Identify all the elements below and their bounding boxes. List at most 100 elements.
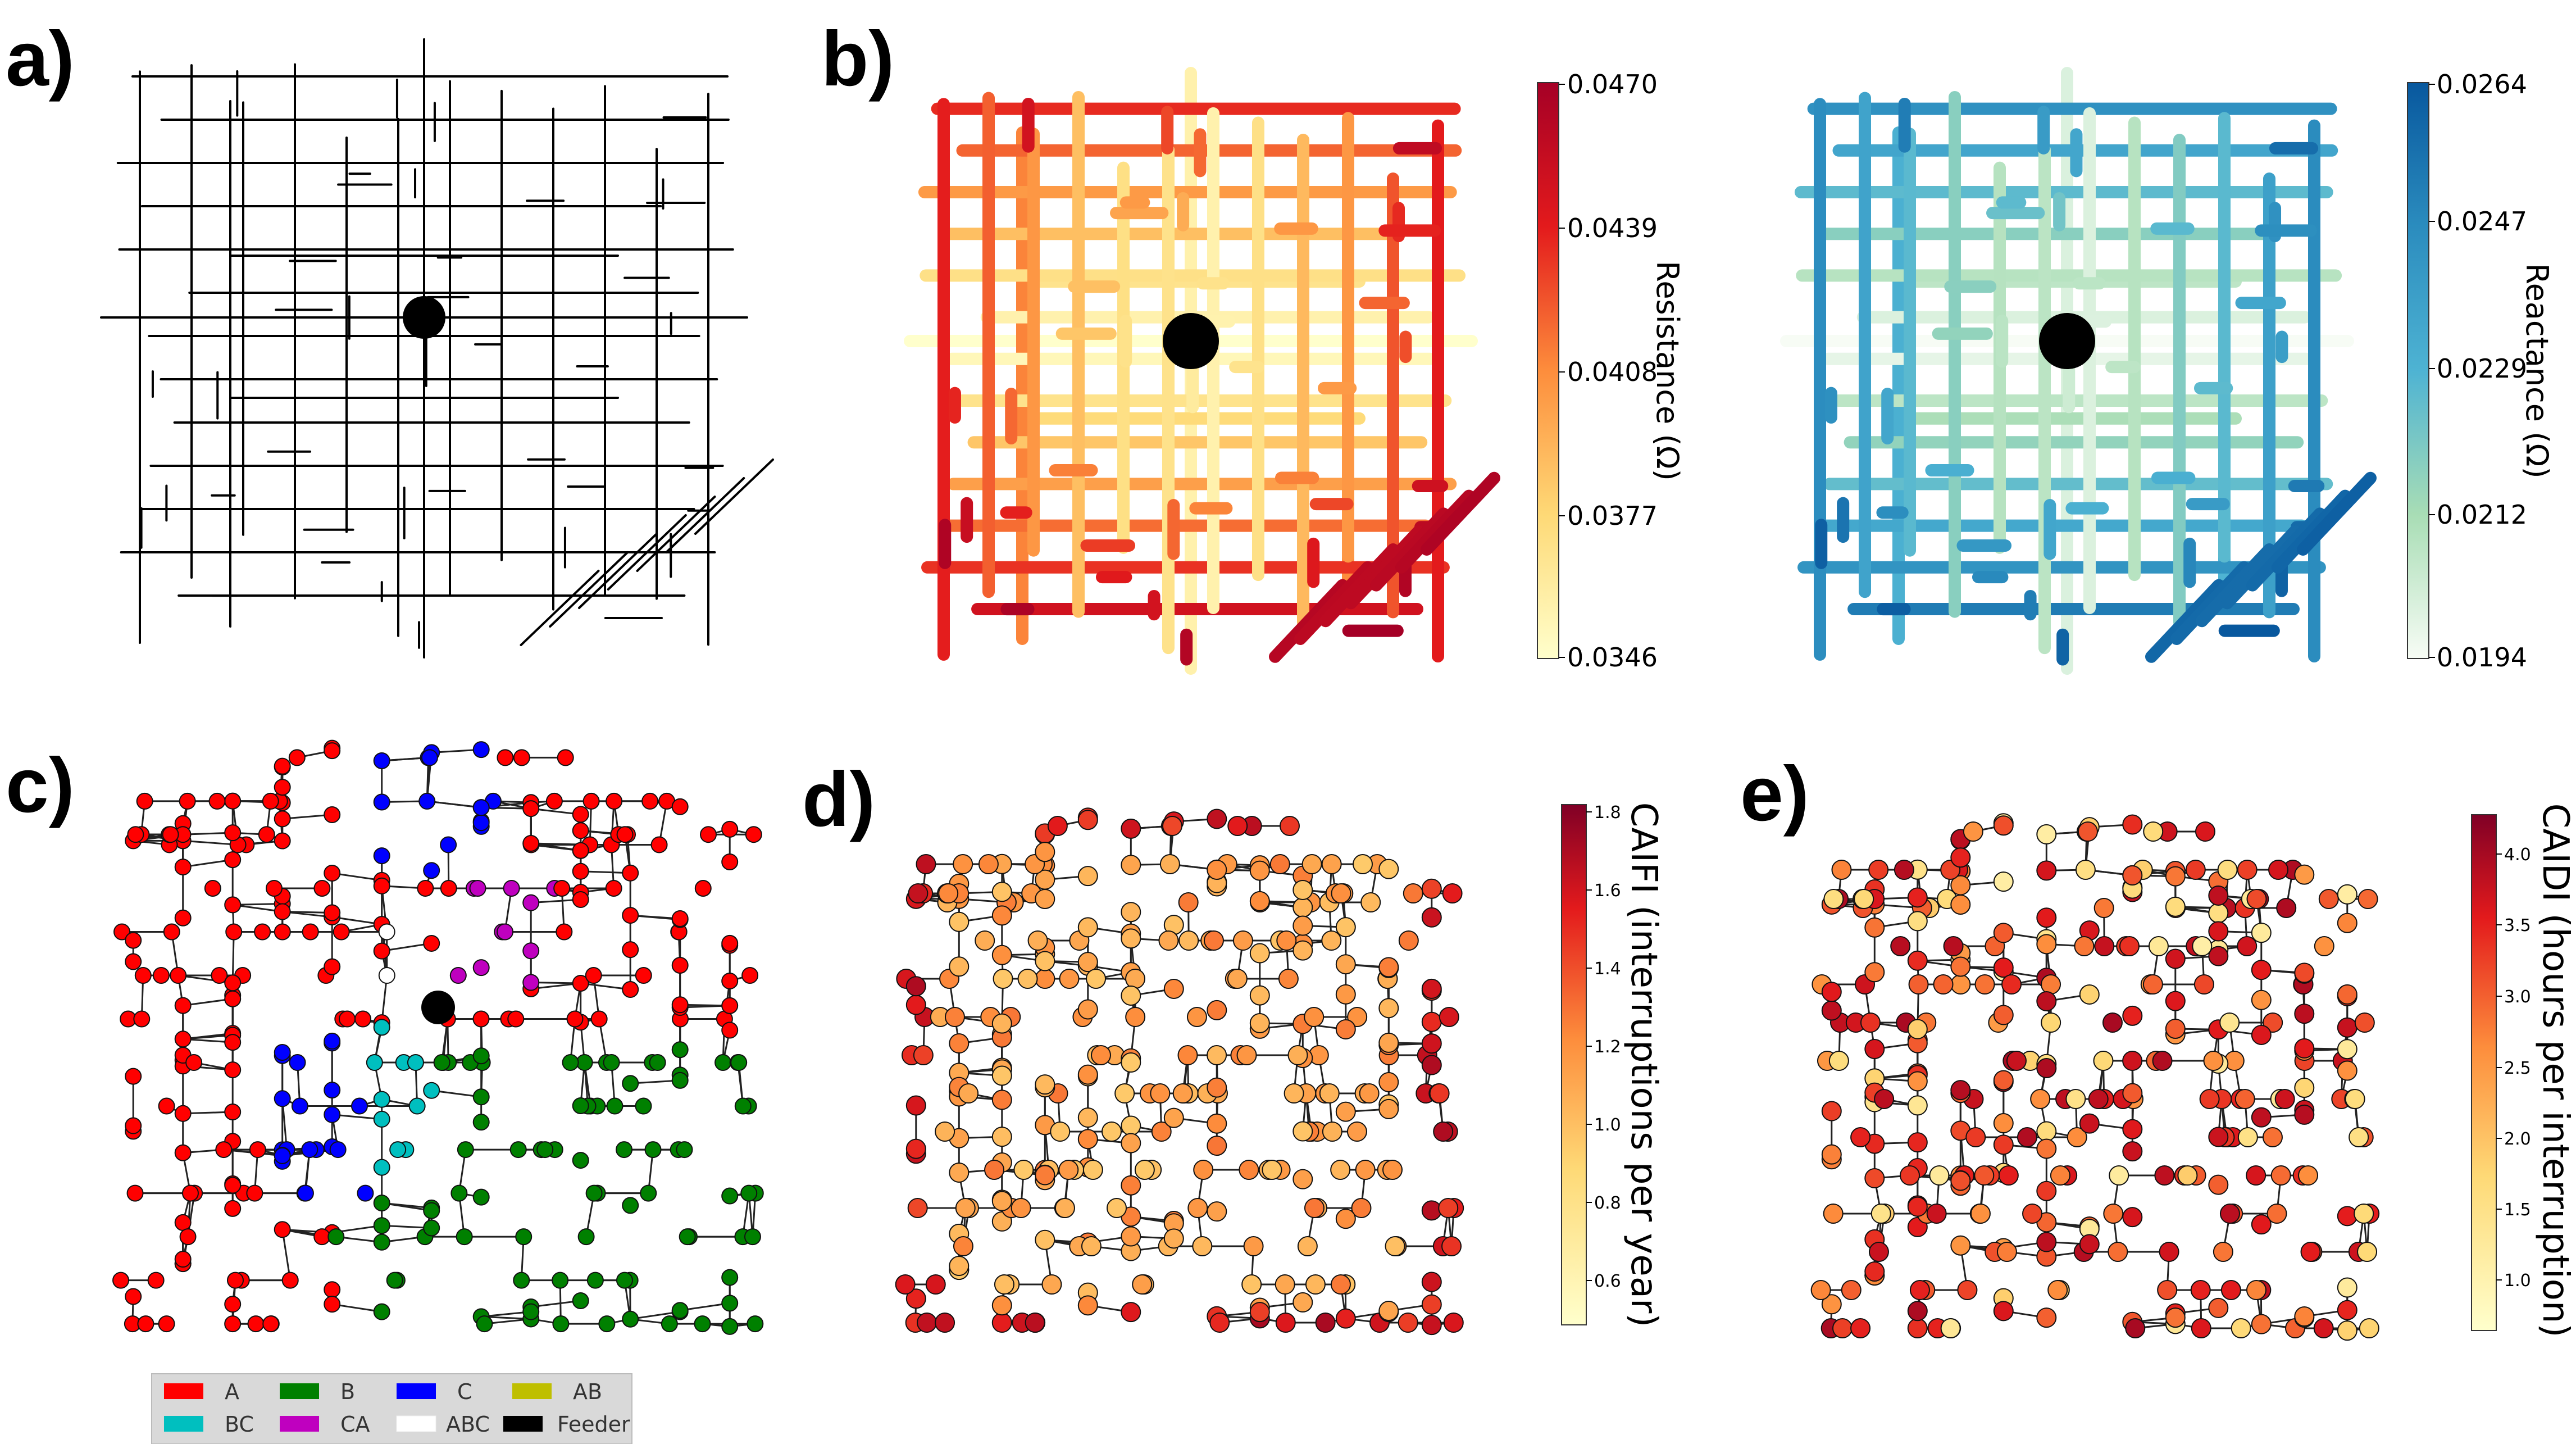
graph-node — [2337, 1060, 2357, 1081]
graph-node — [1421, 907, 1442, 928]
graph-node — [1908, 974, 1929, 995]
graph-node — [1821, 1144, 1842, 1165]
graph-node — [2036, 1058, 2057, 1079]
graph-node — [925, 1274, 946, 1295]
colorbar-caifi: 1.8 1.6 1.4 1.2 1.0 0.8 0.6 CAIFI (inter… — [1561, 802, 1664, 1327]
graph-node — [2148, 936, 2169, 956]
graph-node — [2093, 898, 2114, 918]
graph-node — [2251, 989, 2272, 1010]
graph-node — [694, 1315, 711, 1333]
graph-node — [572, 974, 589, 992]
graph-node — [254, 923, 271, 941]
graph-node — [1443, 1313, 1464, 1333]
graph-node — [1207, 1136, 1227, 1156]
graph-node — [2266, 1204, 2287, 1224]
graph-node — [373, 1303, 390, 1320]
graph-node — [125, 932, 142, 949]
graph-node — [1907, 911, 1928, 932]
graph-node — [324, 904, 341, 921]
graph-node — [2165, 896, 2186, 917]
graph-node — [1275, 1274, 1295, 1295]
colorbar-caidi-ticks — [2496, 853, 2502, 1280]
graph-node — [1158, 930, 1179, 951]
graph-node — [456, 1228, 473, 1246]
graph-node — [265, 879, 283, 897]
graph-node — [1864, 1261, 1885, 1282]
graph-node — [2050, 1165, 2070, 1186]
graph-node — [2102, 1012, 2123, 1033]
graph-node — [1864, 1039, 1885, 1060]
graph-node — [2294, 962, 2315, 983]
graph-node — [747, 1315, 764, 1333]
phase-legend: A B C AB BC CA ABC Feeder — [151, 1373, 632, 1444]
graph-node — [955, 1198, 976, 1218]
graph-node — [291, 1097, 308, 1115]
graph-node — [1279, 816, 1300, 836]
graph-node — [2208, 1174, 2229, 1195]
legend-label-c: C — [457, 1379, 472, 1404]
graph-node — [2017, 1127, 2037, 1147]
graph-node — [179, 1228, 197, 1246]
graph-node — [509, 1141, 527, 1159]
network-b-reactance — [1780, 67, 2377, 675]
graph-node — [2036, 991, 2057, 1011]
graph-node — [2125, 1318, 2146, 1338]
legend-label-a: A — [225, 1379, 239, 1404]
graph-node — [2203, 1051, 2224, 1071]
graph-node — [2192, 936, 2213, 956]
graph-node — [1907, 1196, 1928, 1217]
graph-node — [984, 1160, 1005, 1180]
graph-node — [274, 810, 291, 828]
graph-node — [274, 903, 291, 920]
graph-node — [112, 1272, 130, 1289]
graph-node — [1107, 1198, 1127, 1218]
graph-node — [274, 1043, 291, 1061]
legend-entry-c: C — [397, 1379, 472, 1404]
graph-node — [281, 1272, 299, 1289]
graph-node — [2036, 1232, 2057, 1252]
graph-node — [1378, 957, 1399, 978]
graph-node — [134, 967, 152, 984]
graph-node — [373, 1233, 390, 1251]
resistance-tick-1: 0.0470 — [1567, 69, 1658, 99]
graph-node — [2294, 1077, 2315, 1098]
graph-node — [721, 972, 739, 989]
graph-node — [1854, 889, 1874, 909]
graph-node — [2041, 1012, 2061, 1033]
graph-node — [1841, 1280, 1862, 1300]
graph-node — [1335, 1101, 1356, 1122]
graph-node — [1382, 1160, 1403, 1180]
graph-node — [1077, 810, 1098, 830]
graph-node — [1193, 1160, 1214, 1180]
graph-node — [1163, 1228, 1184, 1249]
graph-node — [274, 832, 291, 850]
graph-node — [1292, 1121, 1313, 1142]
graph-node — [590, 1010, 608, 1028]
graph-node — [1304, 1007, 1325, 1027]
graph-node — [991, 1191, 1012, 1211]
graph-node — [288, 749, 306, 766]
graph-node — [935, 1121, 955, 1142]
graph-node — [1054, 1198, 1075, 1218]
graph-node — [1249, 943, 1270, 964]
resistance-tick-5: 0.0346 — [1567, 642, 1658, 673]
graph-node — [457, 1141, 474, 1159]
caidi-tick-5: 2.0 — [2504, 1129, 2531, 1149]
resistance-axis-title: Resistance (Ω) — [1650, 261, 1685, 481]
graph-node — [1207, 1077, 1227, 1098]
graph-node — [935, 1313, 955, 1333]
graph-node — [2220, 1280, 2241, 1300]
graph-node — [1262, 1160, 1282, 1180]
graph-node — [1035, 951, 1055, 971]
graph-node — [1207, 1000, 1227, 1020]
graph-node — [2122, 1141, 2143, 1162]
graph-node — [1378, 1032, 1399, 1053]
graph-node — [572, 891, 589, 909]
graph-node — [1929, 1165, 1950, 1186]
graph-node — [440, 836, 457, 853]
graph-node — [126, 1184, 144, 1202]
graph-node — [174, 1214, 192, 1231]
graph-node — [1025, 1313, 1045, 1333]
graph-node — [622, 981, 639, 998]
graph-node — [1965, 1127, 1986, 1147]
